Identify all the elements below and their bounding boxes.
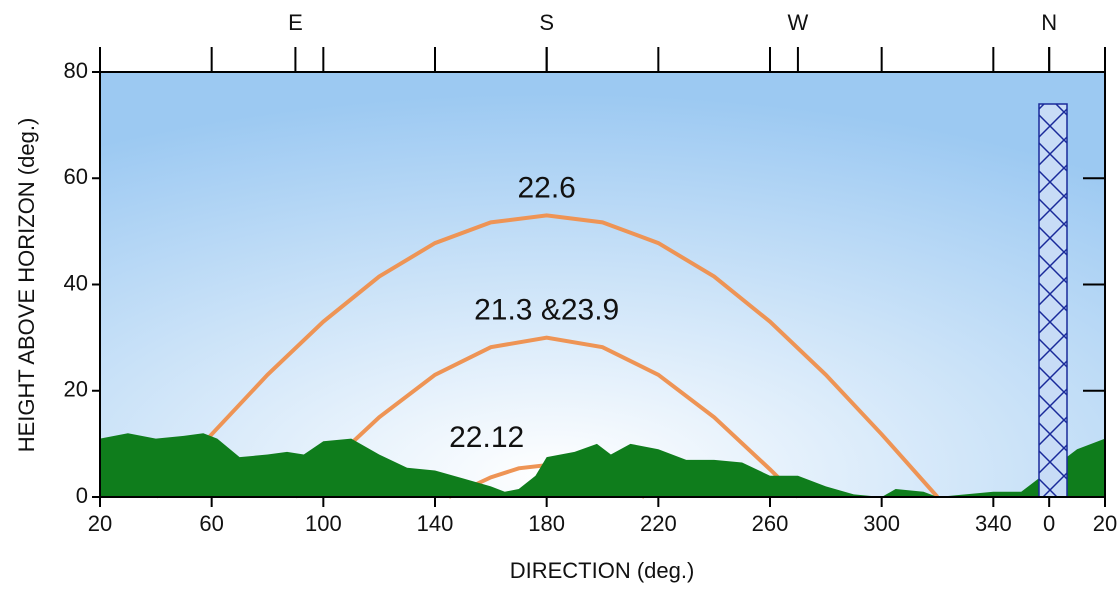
y-tick-label: 0 — [76, 483, 88, 508]
curve-label: 21.3 &23.9 — [474, 294, 619, 327]
chart: 22.6 21.3 &23.9 22.12 20 60 100 140 180 220 260 30… — [0, 0, 1120, 587]
compass-label: W — [788, 10, 809, 35]
curve-label: 22.12 — [449, 421, 524, 454]
x-tick-label: 20 — [88, 511, 112, 536]
y-tick-label: 80 — [64, 58, 88, 83]
x-tick-label: 220 — [640, 511, 677, 536]
x-axis-label: DIRECTION (deg.) — [510, 558, 695, 583]
page: {"chart_data": {"type": "line", "x_label… — [0, 0, 1120, 587]
x-tick-label: 140 — [417, 511, 454, 536]
y-axis-label: HEIGHT ABOVE HORIZON (deg.) — [14, 118, 39, 453]
compass-label: E — [288, 10, 303, 35]
x-tick-label: 20 — [1093, 511, 1117, 536]
x-tick-label: 100 — [305, 511, 342, 536]
tower-lattice — [1039, 104, 1067, 497]
compass-label: S — [539, 10, 554, 35]
compass-label: N — [1041, 10, 1057, 35]
plot-background — [100, 72, 1105, 497]
y-tick-label: 60 — [64, 164, 88, 189]
curve-label: 22.6 — [517, 171, 575, 204]
x-tick-label: 260 — [752, 511, 789, 536]
y-tick-label: 20 — [64, 377, 88, 402]
x-tick-label: 300 — [863, 511, 900, 536]
x-tick-label: 0 — [1043, 511, 1055, 536]
y-tick-label: 40 — [64, 270, 88, 295]
x-tick-label: 340 — [975, 511, 1012, 536]
x-tick-label: 60 — [199, 511, 223, 536]
x-tick-label: 180 — [528, 511, 565, 536]
